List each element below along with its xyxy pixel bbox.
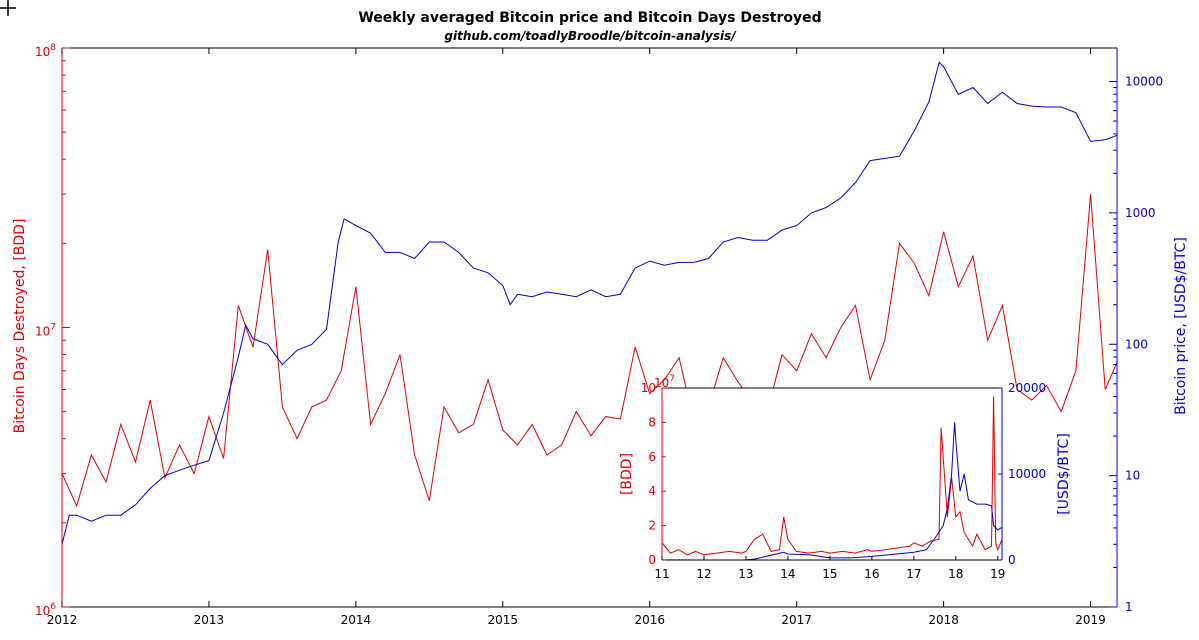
crosshair-cursor-icon [0,0,16,16]
x-tick-label: 2014 [341,613,372,627]
inset-left-tick-label: 8 [648,415,656,429]
inset-x-tick-label: 18 [948,567,963,581]
x-tick-label: 2013 [194,613,225,627]
x-tick-label: 2019 [1075,613,1106,627]
right-tick-label: 1 [1125,600,1133,614]
inset-left-axis-label: [BDD] [619,453,635,495]
inset-left-tick-label: 2 [648,519,656,533]
inset-background [662,388,1002,560]
main-plot: 2012 2013 2014 2015 2016 2017 2018 201910610710… [35,43,1163,627]
inset-right-tick-label: 10000 [1008,467,1046,481]
x-tick-label: 2018 [928,613,959,627]
inset-x-tick-label: 13 [738,567,753,581]
right-tick-label: 10000 [1125,75,1163,89]
inset-price-line [662,422,1002,560]
inset-right-tick-label: 0 [1008,553,1016,567]
right-tick-label: 10 [1125,469,1140,483]
left-tick-label: 108 [35,43,56,59]
left-tick-label: 106 [35,602,56,618]
inset-x-tick-label: 19 [990,567,1005,581]
x-tick-label: 2017 [781,613,812,627]
bdd-series-line [62,194,1117,508]
inset-x-tick-label: 12 [696,567,711,581]
left-tick-label: 107 [35,323,56,339]
inset-left-tick-label: 0 [648,553,656,567]
inset-x-tick-label: 16 [864,567,879,581]
inset-right-tick-label: 20000 [1008,381,1046,395]
left-axis-label: Bitcoin Days Destroyed, [BDD] [12,219,28,434]
price-series-line [62,61,1117,545]
inset-right-axis-label: [USD$/BTC] [1056,433,1072,515]
inset-x-tick-label: 17 [906,567,921,581]
inset-bdd-line [662,396,1002,556]
inset-left-tick-label: 10 [641,381,656,395]
inset-left-tick-label: 4 [648,484,656,498]
inset-x-tick-label: 14 [780,567,795,581]
right-tick-label: 100 [1125,337,1148,351]
x-tick-label: 2012 [47,613,78,627]
inset-left-tick-label: 6 [648,450,656,464]
right-axis-label: Bitcoin price, [USD$/BTC] [1173,237,1189,415]
chart-subtitle: github.com/toadlyBroodle/bitcoin-analysi… [444,29,737,43]
inset-x-tick-label: 11 [654,567,669,581]
inset-multiplier-label: 107 [654,374,675,390]
right-tick-label: 1000 [1125,206,1156,220]
x-tick-label: 2015 [488,613,519,627]
chart-title: Weekly averaged Bitcoin price and Bitcoi… [358,10,821,26]
x-tick-label: 2016 [634,613,665,627]
inset-x-tick-label: 15 [822,567,837,581]
